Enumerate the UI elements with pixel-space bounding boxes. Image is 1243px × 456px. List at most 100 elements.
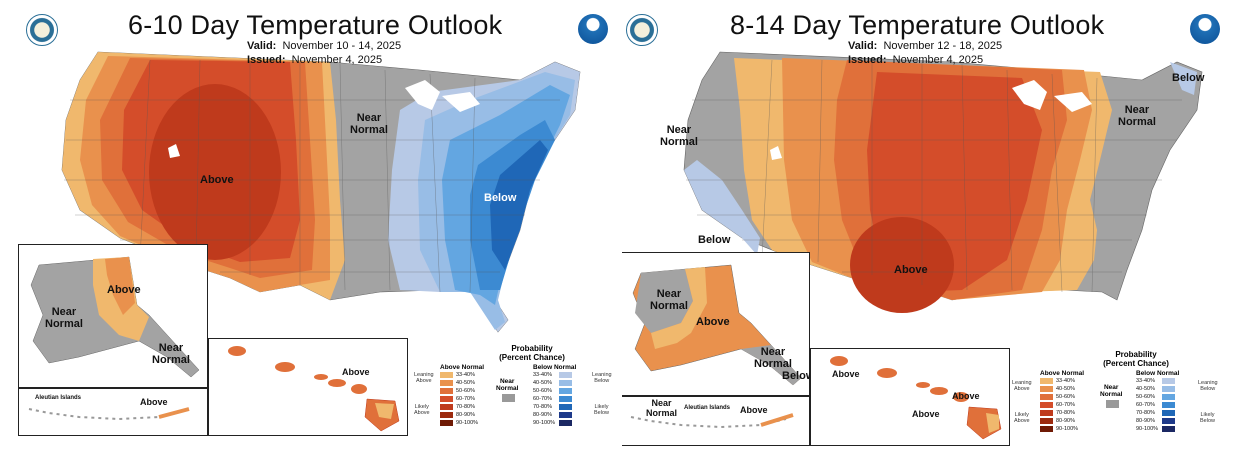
great-lakes-east	[442, 92, 480, 112]
legend-row: 80-90%	[1136, 417, 1179, 425]
legend-row: 90-100%	[440, 419, 484, 427]
alaska-above-label: Above	[107, 284, 141, 296]
legend-above-header: Above Normal	[1040, 370, 1085, 377]
legend-row: 60-70%	[1040, 401, 1084, 409]
legend-row: 90-100%	[1040, 425, 1084, 433]
legend-leaning-above: Leaning Above	[414, 372, 434, 384]
legend-row: 80-90%	[1040, 417, 1084, 425]
legend-leaning-below: Leaning Below	[592, 372, 612, 384]
legend-leaning-above: Leaning Above	[1012, 380, 1032, 392]
hawaii-above-label-3: Above	[912, 409, 940, 419]
legend-above-column: Above Normal 33-40% 40-50% 50-60% 60-70%…	[440, 364, 484, 427]
noaa-logo	[578, 14, 608, 44]
great-lakes-east	[1054, 92, 1092, 112]
legend-title: Probability (Percent Chance)	[1103, 350, 1169, 368]
issued-date: Issued: November 4, 2025	[848, 54, 983, 66]
commerce-seal-logo	[626, 14, 658, 46]
hawaii-above-label-2: Above	[952, 391, 980, 401]
hawaii-inset	[208, 338, 408, 436]
issued-label: Issued:	[848, 54, 887, 66]
conus-map-8-14	[683, 51, 1203, 313]
legend-row: 33-40%	[533, 371, 576, 379]
alaska-se-below-label: Below	[782, 370, 815, 382]
legend-row: 40-50%	[440, 379, 484, 387]
legend-row: 70-80%	[1040, 409, 1084, 417]
legend-row: 40-50%	[1136, 385, 1179, 393]
state-boundaries	[686, 59, 1182, 293]
legend-likely-above: Likely Above	[414, 404, 430, 416]
legend-row: 80-90%	[440, 411, 484, 419]
great-lakes	[1012, 80, 1047, 110]
valid-label: Valid:	[247, 40, 277, 52]
near-normal-label: Near Normal	[350, 112, 388, 136]
legend-likely-below: Likely Below	[1200, 412, 1215, 424]
legend-row: 60-70%	[533, 395, 576, 403]
alaska-near-normal-label: Near Normal	[650, 288, 688, 312]
issued-date: Issued: November 4, 2025	[247, 54, 382, 66]
legend-below-column: Below Normal 33-40% 40-50% 50-60% 60-70%…	[533, 364, 576, 427]
legend-near-normal-swatch	[502, 394, 515, 402]
legend-below-header: Below Normal	[533, 364, 577, 371]
outlook-panel-6-10: 6-10 Day Temperature Outlook Valid: Nove…	[0, 0, 618, 456]
great-salt-lake	[770, 146, 782, 160]
legend-below-header: Below Normal	[1136, 370, 1180, 377]
aleutian-map	[630, 413, 794, 429]
legend-row: 50-60%	[1040, 393, 1084, 401]
valid-label: Valid:	[848, 40, 878, 52]
alaska-above-label: Above	[696, 316, 730, 328]
alaska-se-near-normal-label: Near Normal	[754, 346, 792, 370]
above-70-80-zone	[850, 217, 954, 313]
above-70-80-zone	[149, 84, 281, 260]
southwest-below-label: Below	[698, 234, 731, 246]
legend-row: 60-70%	[440, 395, 484, 403]
noaa-logo	[1190, 14, 1220, 44]
legend-below-column: Below Normal 33-40% 40-50% 50-60% 60-70%…	[1136, 370, 1179, 433]
legend-near-normal-header: Near Normal	[496, 378, 519, 392]
commerce-seal-logo	[26, 14, 58, 46]
page-title: 6-10 Day Temperature Outlook	[128, 10, 503, 40]
legend-near-normal-swatch	[1106, 400, 1119, 408]
legend-row: 50-60%	[533, 387, 576, 395]
alaska-map	[30, 256, 200, 378]
legend-leaning-below: Leaning Below	[1198, 380, 1218, 392]
below-33-40-zone	[684, 160, 760, 255]
below-label: Below	[484, 192, 517, 204]
legend-near-normal-header: Near Normal	[1100, 384, 1123, 398]
aleutian-inset	[622, 396, 810, 446]
west-near-normal-label: Near Normal	[660, 124, 698, 148]
legend-row: 33-40%	[1136, 377, 1179, 385]
ne-near-normal-label: Near Normal	[1118, 104, 1156, 128]
alaska-map	[632, 264, 802, 386]
hawaii-map	[830, 356, 1002, 440]
legend-row: 80-90%	[533, 411, 576, 419]
below-ne-zone	[1170, 62, 1197, 95]
hawaii-map	[228, 346, 400, 432]
legend-row: 50-60%	[440, 387, 484, 395]
legend-row: 60-70%	[1136, 401, 1179, 409]
hawaii-above-label-1: Above	[832, 369, 860, 379]
legend-likely-above: Likely Above	[1014, 412, 1030, 424]
legend-row: 33-40%	[440, 371, 484, 379]
legend-likely-below: Likely Below	[594, 404, 609, 416]
great-lakes	[405, 80, 440, 110]
issued-value: November 4, 2025	[892, 54, 984, 66]
aleutian-islands-label: Aleutian Islands	[35, 395, 82, 401]
aleutian-islands-label: Aleutian Islands	[684, 405, 731, 411]
legend-row: 40-50%	[1040, 385, 1084, 393]
alaska-se-near-normal-label: Near Normal	[152, 342, 190, 366]
legend-row: 50-60%	[1136, 393, 1179, 401]
legend-title: Probability (Percent Chance)	[499, 344, 565, 362]
valid-dates: Valid: November 10 - 14, 2025	[247, 40, 401, 52]
outlook-panel-8-14: 8-14 Day Temperature Outlook Valid: Nove…	[622, 0, 1243, 456]
legend-row: 90-100%	[1136, 425, 1179, 433]
aleutian-above-label: Above	[140, 397, 168, 407]
issued-label: Issued:	[247, 54, 286, 66]
legend-row: 90-100%	[533, 419, 576, 427]
alaska-near-normal-label: Near Normal	[45, 306, 83, 330]
great-salt-lake	[168, 144, 180, 158]
legend-above-column: Above Normal 33-40% 40-50% 50-60% 60-70%…	[1040, 370, 1084, 433]
legend-above-header: Above Normal	[440, 364, 485, 371]
aleutian-above-label: Above	[740, 405, 768, 415]
above-label: Above	[894, 264, 928, 276]
legend-row: 70-80%	[533, 403, 576, 411]
